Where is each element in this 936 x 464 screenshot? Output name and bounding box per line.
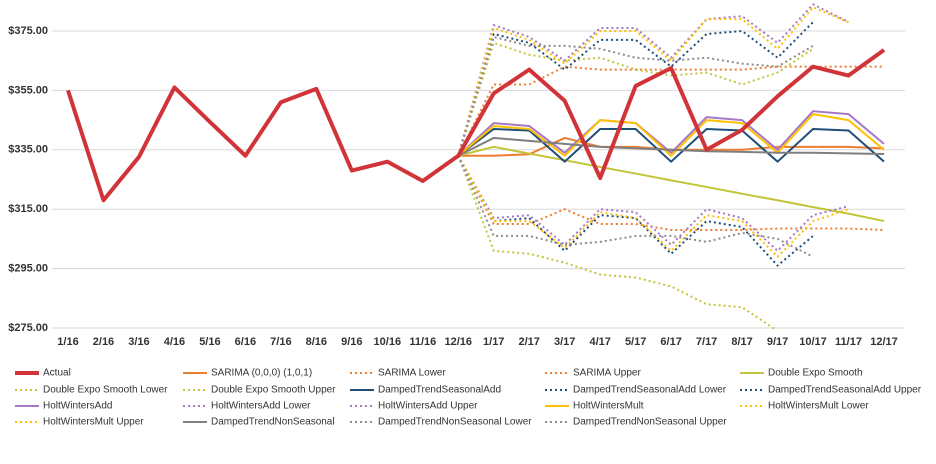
series-line [457, 155, 814, 258]
plot-lines [66, 3, 886, 329]
legend-label: SARIMA Lower [378, 368, 446, 379]
series-line [457, 41, 814, 157]
x-tick-label: 12/16 [444, 336, 472, 348]
x-tick-label: 8/17 [731, 336, 752, 348]
x-tick-label: 1/17 [483, 336, 504, 348]
series-line [457, 3, 849, 157]
legend-label: Double Expo Smooth Lower [43, 385, 168, 396]
y-tick-label: $355.00 [8, 84, 48, 96]
legend-label: DampedTrendNonSeasonal [211, 417, 335, 428]
legend-label: Double Expo Smooth Upper [211, 385, 336, 396]
series-line [457, 21, 814, 157]
legend-label: HoltWintersMult Upper [43, 417, 144, 428]
y-tick-label: $275.00 [8, 322, 48, 334]
y-tick-label: $335.00 [8, 144, 48, 156]
legend-label: DampedTrendSeasonalAdd Lower [573, 385, 727, 396]
x-tick-label: 10/16 [374, 336, 402, 348]
x-tick-label: 4/17 [589, 336, 610, 348]
legend-label: HoltWintersMult [573, 401, 644, 412]
series-line [457, 128, 885, 163]
x-tick-label: 10/17 [799, 336, 827, 348]
legend-label: DampedTrendSeasonalAdd [378, 385, 501, 396]
x-tick-label: 12/17 [870, 336, 898, 348]
legend-label: DampedTrendNonSeasonal Lower [378, 417, 532, 428]
x-tick-label: 11/16 [409, 336, 436, 348]
x-tick-label: 3/16 [128, 336, 149, 348]
x-tick-label: 5/16 [199, 336, 220, 348]
x-tick-label: 8/16 [306, 336, 327, 348]
y-tick-label: $375.00 [8, 25, 48, 37]
x-tick-label: 9/16 [341, 336, 362, 348]
series-line [457, 155, 814, 267]
x-tick-label: 5/17 [625, 336, 646, 348]
legend-label: Double Expo Smooth [768, 368, 863, 379]
x-tick-label: 1/16 [57, 336, 78, 348]
x-tick-label: 3/17 [554, 336, 575, 348]
series-line [457, 155, 885, 231]
legend-label: HoltWintersAdd Upper [378, 401, 478, 412]
y-tick-label: $315.00 [8, 203, 48, 215]
legend-label: Actual [43, 368, 71, 379]
series-line [458, 145, 885, 223]
x-tick-label: 11/17 [835, 336, 862, 348]
x-tick-label: 7/17 [696, 336, 717, 348]
x-tick-label: 6/17 [660, 336, 681, 348]
legend-label: HoltWintersAdd [43, 401, 112, 412]
legend-label: DampedTrendNonSeasonal Upper [573, 417, 727, 428]
y-tick-label: $295.00 [8, 263, 48, 275]
x-tick-label: 9/17 [767, 336, 788, 348]
legend-label: SARIMA (0,0,0) (1,0,1) [211, 368, 312, 379]
series-line [457, 155, 849, 252]
series-line [66, 48, 886, 203]
x-tick-label: 2/17 [519, 336, 540, 348]
series-line [457, 155, 849, 258]
series-line [457, 110, 885, 157]
legend-label: HoltWintersMult Lower [768, 401, 869, 412]
x-tick-label: 4/16 [164, 336, 185, 348]
x-tick-label: 6/16 [235, 336, 256, 348]
x-tick-label: 7/16 [270, 336, 291, 348]
series-line [457, 155, 777, 329]
x-tick-label: 2/16 [93, 336, 114, 348]
legend-label: HoltWintersAdd Lower [211, 401, 311, 412]
legend-label: SARIMA Upper [573, 368, 641, 379]
series-line [457, 136, 885, 157]
legend-label: DampedTrendSeasonalAdd Upper [768, 385, 922, 396]
series-line [457, 113, 885, 157]
